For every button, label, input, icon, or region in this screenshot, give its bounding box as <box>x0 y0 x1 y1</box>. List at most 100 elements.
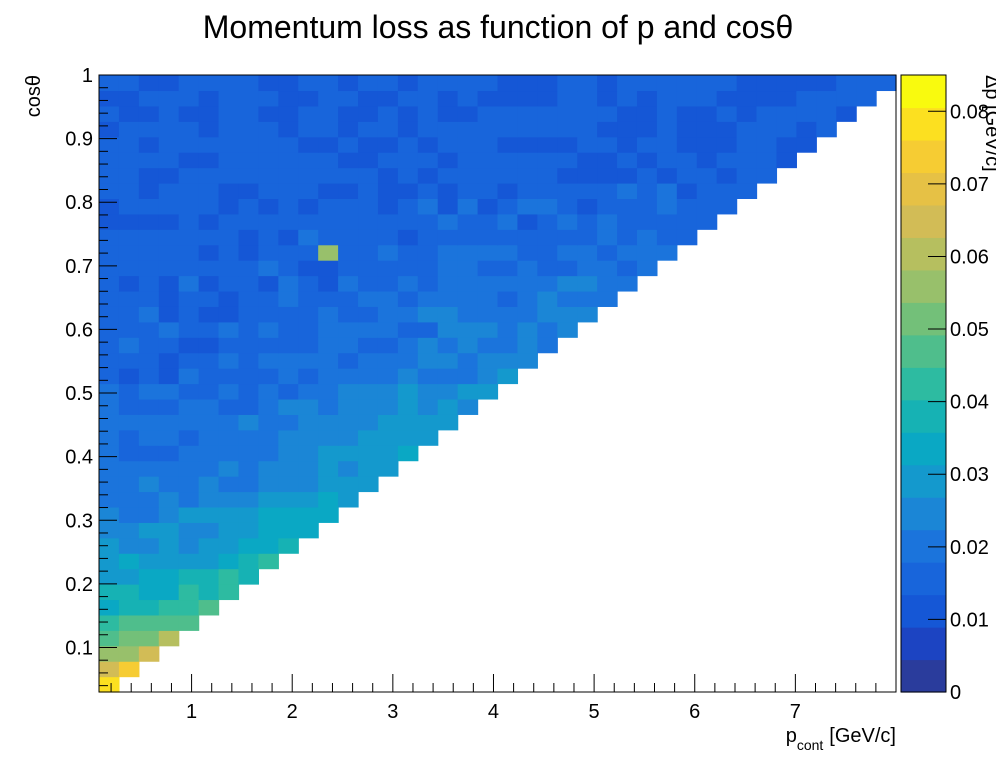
heatmap-cell <box>736 136 758 153</box>
heatmap-cell <box>437 213 459 230</box>
heatmap-cell <box>537 167 558 184</box>
heatmap-cell <box>218 476 240 493</box>
y-tick-label: 0.2 <box>65 574 93 596</box>
heatmap-cell <box>318 152 339 169</box>
heatmap-cell <box>397 75 419 92</box>
heatmap-cell <box>358 476 379 493</box>
y-tick-label: 0.6 <box>65 319 93 341</box>
heatmap-cell <box>99 75 120 92</box>
heatmap-cell <box>178 352 200 369</box>
heatmap-cell <box>138 167 160 184</box>
heatmap-cell <box>218 321 240 338</box>
heatmap-cell <box>338 337 359 354</box>
heatmap-cell <box>218 445 240 462</box>
heatmap-cell <box>597 260 618 277</box>
heatmap-cell <box>577 75 598 92</box>
heatmap-cell <box>696 136 718 153</box>
x-tick-label: 5 <box>589 701 600 723</box>
heatmap-cell <box>198 429 220 446</box>
heatmap-cell <box>178 198 200 215</box>
heatmap-cell <box>477 213 499 230</box>
heatmap-cell <box>338 368 359 385</box>
heatmap-cell <box>138 260 160 277</box>
heatmap-cell <box>158 614 180 631</box>
heatmap-cells <box>99 75 897 693</box>
color-scale-band <box>901 269 946 303</box>
heatmap-cell <box>278 491 299 508</box>
heatmap-cell <box>377 167 399 184</box>
heatmap-cell <box>318 167 339 184</box>
heatmap-cell <box>99 553 120 570</box>
heatmap-cell <box>178 491 200 508</box>
heatmap-cell <box>178 537 200 554</box>
heatmap-cell <box>218 491 240 508</box>
heatmap-cell <box>138 383 160 400</box>
heatmap-cell <box>597 167 618 184</box>
heatmap-cell <box>158 445 180 462</box>
heatmap-cell <box>577 260 598 277</box>
heatmap-cell <box>457 398 479 415</box>
heatmap-cell <box>118 383 140 400</box>
heatmap-cell <box>138 90 160 107</box>
heatmap-cell <box>118 90 140 107</box>
heatmap-cell <box>138 460 160 477</box>
heatmap-cell <box>577 105 598 122</box>
heatmap-cell <box>358 414 379 431</box>
heatmap-cell <box>836 90 857 107</box>
heatmap-cell <box>178 614 200 631</box>
color-scale-band <box>901 172 946 206</box>
heatmap-cell <box>298 398 319 415</box>
heatmap-cell <box>577 275 598 292</box>
heatmap-cell <box>358 90 379 107</box>
heatmap-cell <box>118 229 140 246</box>
heatmap-cell <box>198 398 220 415</box>
heatmap-cell <box>338 383 359 400</box>
heatmap-cell <box>397 213 419 230</box>
heatmap-cell <box>118 306 140 323</box>
heatmap-cell <box>278 476 299 493</box>
heatmap-cell <box>696 105 718 122</box>
heatmap-cell <box>437 352 459 369</box>
heatmap-cell <box>338 260 359 277</box>
heatmap-cell <box>258 445 279 462</box>
heatmap-cell <box>477 368 499 385</box>
heatmap-cell <box>656 182 678 199</box>
heatmap-cell <box>298 383 319 400</box>
color-scale-band <box>901 464 946 498</box>
heatmap-cell <box>577 152 598 169</box>
heatmap-cell <box>178 460 200 477</box>
heatmap-cell <box>617 167 638 184</box>
heatmap-cell <box>198 198 220 215</box>
heatmap-cell <box>118 537 140 554</box>
color-scale-tick-label: 0.06 <box>950 246 989 268</box>
heatmap-cell <box>597 121 618 138</box>
heatmap-cell <box>597 213 618 230</box>
heatmap-cell <box>497 306 519 323</box>
heatmap-cell <box>118 244 140 261</box>
heatmap-cell <box>238 306 259 323</box>
heatmap-cell <box>358 182 379 199</box>
heatmap-cell <box>457 198 479 215</box>
heatmap-cell <box>577 121 598 138</box>
heatmap-cell <box>238 213 259 230</box>
heatmap-cell <box>298 491 319 508</box>
heatmap-cell <box>218 352 240 369</box>
heatmap-cell <box>557 321 578 338</box>
heatmap-cell <box>517 275 538 292</box>
heatmap-cell <box>258 75 279 92</box>
heatmap-cell <box>437 105 459 122</box>
heatmap-cell <box>377 136 399 153</box>
heatmap-cell <box>358 121 379 138</box>
heatmap-cell <box>198 290 220 307</box>
heatmap-cell <box>118 182 140 199</box>
heatmap-cell <box>696 182 718 199</box>
heatmap-cell <box>318 198 339 215</box>
heatmap-cell <box>736 182 758 199</box>
heatmap-cell <box>397 290 419 307</box>
heatmap-cell <box>517 306 538 323</box>
heatmap-cell <box>656 244 678 261</box>
heatmap-cell <box>298 105 319 122</box>
heatmap-cell <box>318 213 339 230</box>
heatmap-cell <box>238 229 259 246</box>
heatmap-cell <box>278 152 299 169</box>
